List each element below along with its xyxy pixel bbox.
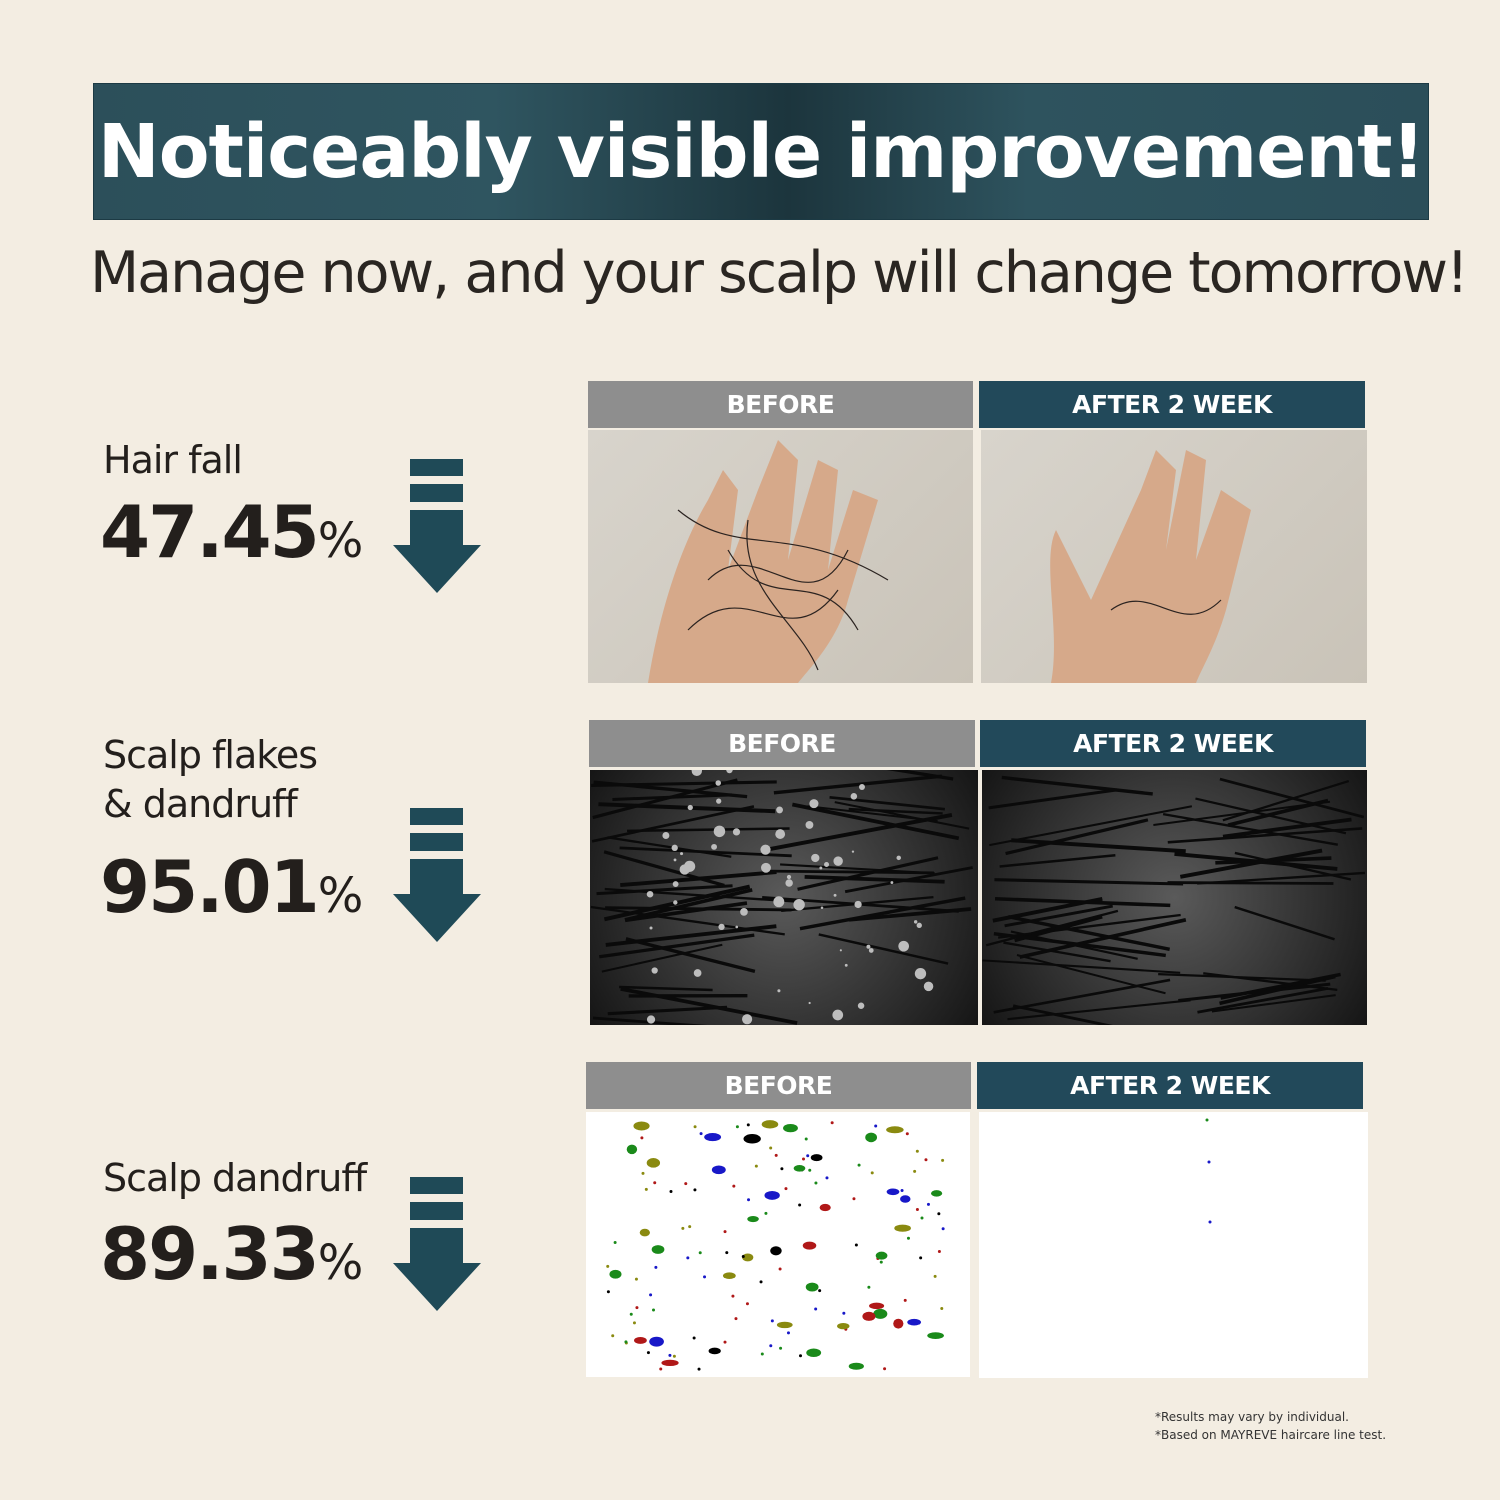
row-2-label-line-1: Scalp flakes bbox=[103, 733, 318, 777]
scalp-flakes-after-photo bbox=[982, 770, 1367, 1025]
row-1-unit: % bbox=[317, 513, 364, 569]
footnote-2: *Based on MAYREVE haircare line test. bbox=[1155, 1428, 1387, 1442]
hair-fall-after-photo bbox=[981, 430, 1367, 683]
scalp-hair-icon bbox=[590, 770, 973, 1025]
hand-icon bbox=[1050, 450, 1251, 683]
subtitle: Manage now, and your scalp will change t… bbox=[90, 240, 1469, 306]
dandruff-map-after bbox=[979, 1112, 1368, 1378]
arrow-down-icon bbox=[393, 808, 481, 942]
headline-banner: Noticeably visible improvement! bbox=[93, 83, 1429, 220]
dandruff-dots-icon bbox=[1205, 1118, 1212, 1224]
row-2-value: 95.01 bbox=[100, 845, 320, 929]
row-2-unit: % bbox=[317, 868, 364, 924]
row-1-label: Hair fall bbox=[103, 438, 243, 482]
before-header: BEFORE bbox=[588, 381, 973, 428]
hair-fall-before-photo bbox=[588, 430, 973, 683]
row-2-label-line-2: & dandruff bbox=[103, 782, 298, 826]
before-header: BEFORE bbox=[589, 720, 975, 767]
row-1-percent: 47.45% bbox=[100, 490, 364, 574]
headline: Noticeably visible improvement! bbox=[97, 108, 1425, 195]
scalp-hair-icon bbox=[982, 775, 1365, 1025]
arrow-down-icon bbox=[393, 459, 481, 593]
hand-with-hair-icon bbox=[648, 440, 889, 683]
dandruff-dots-icon bbox=[606, 1120, 945, 1371]
arrow-down-icon bbox=[393, 1177, 481, 1311]
after-header: AFTER 2 WEEK bbox=[977, 1062, 1363, 1109]
row-3-percent: 89.33% bbox=[100, 1212, 364, 1296]
after-header: AFTER 2 WEEK bbox=[980, 720, 1366, 767]
row-3-value: 89.33 bbox=[100, 1212, 320, 1296]
row-3-unit: % bbox=[317, 1235, 364, 1291]
row-2-percent: 95.01% bbox=[100, 845, 364, 929]
after-header: AFTER 2 WEEK bbox=[979, 381, 1365, 428]
before-header: BEFORE bbox=[586, 1062, 971, 1109]
scalp-flakes-before-photo bbox=[590, 770, 978, 1025]
footnote-1: *Results may vary by individual. bbox=[1155, 1410, 1349, 1424]
footnotes: *Results may vary by individual. *Based … bbox=[1155, 1408, 1386, 1444]
row-3-label: Scalp dandruff bbox=[103, 1156, 367, 1200]
row-1-value: 47.45 bbox=[100, 490, 320, 574]
dandruff-map-before bbox=[586, 1112, 970, 1377]
